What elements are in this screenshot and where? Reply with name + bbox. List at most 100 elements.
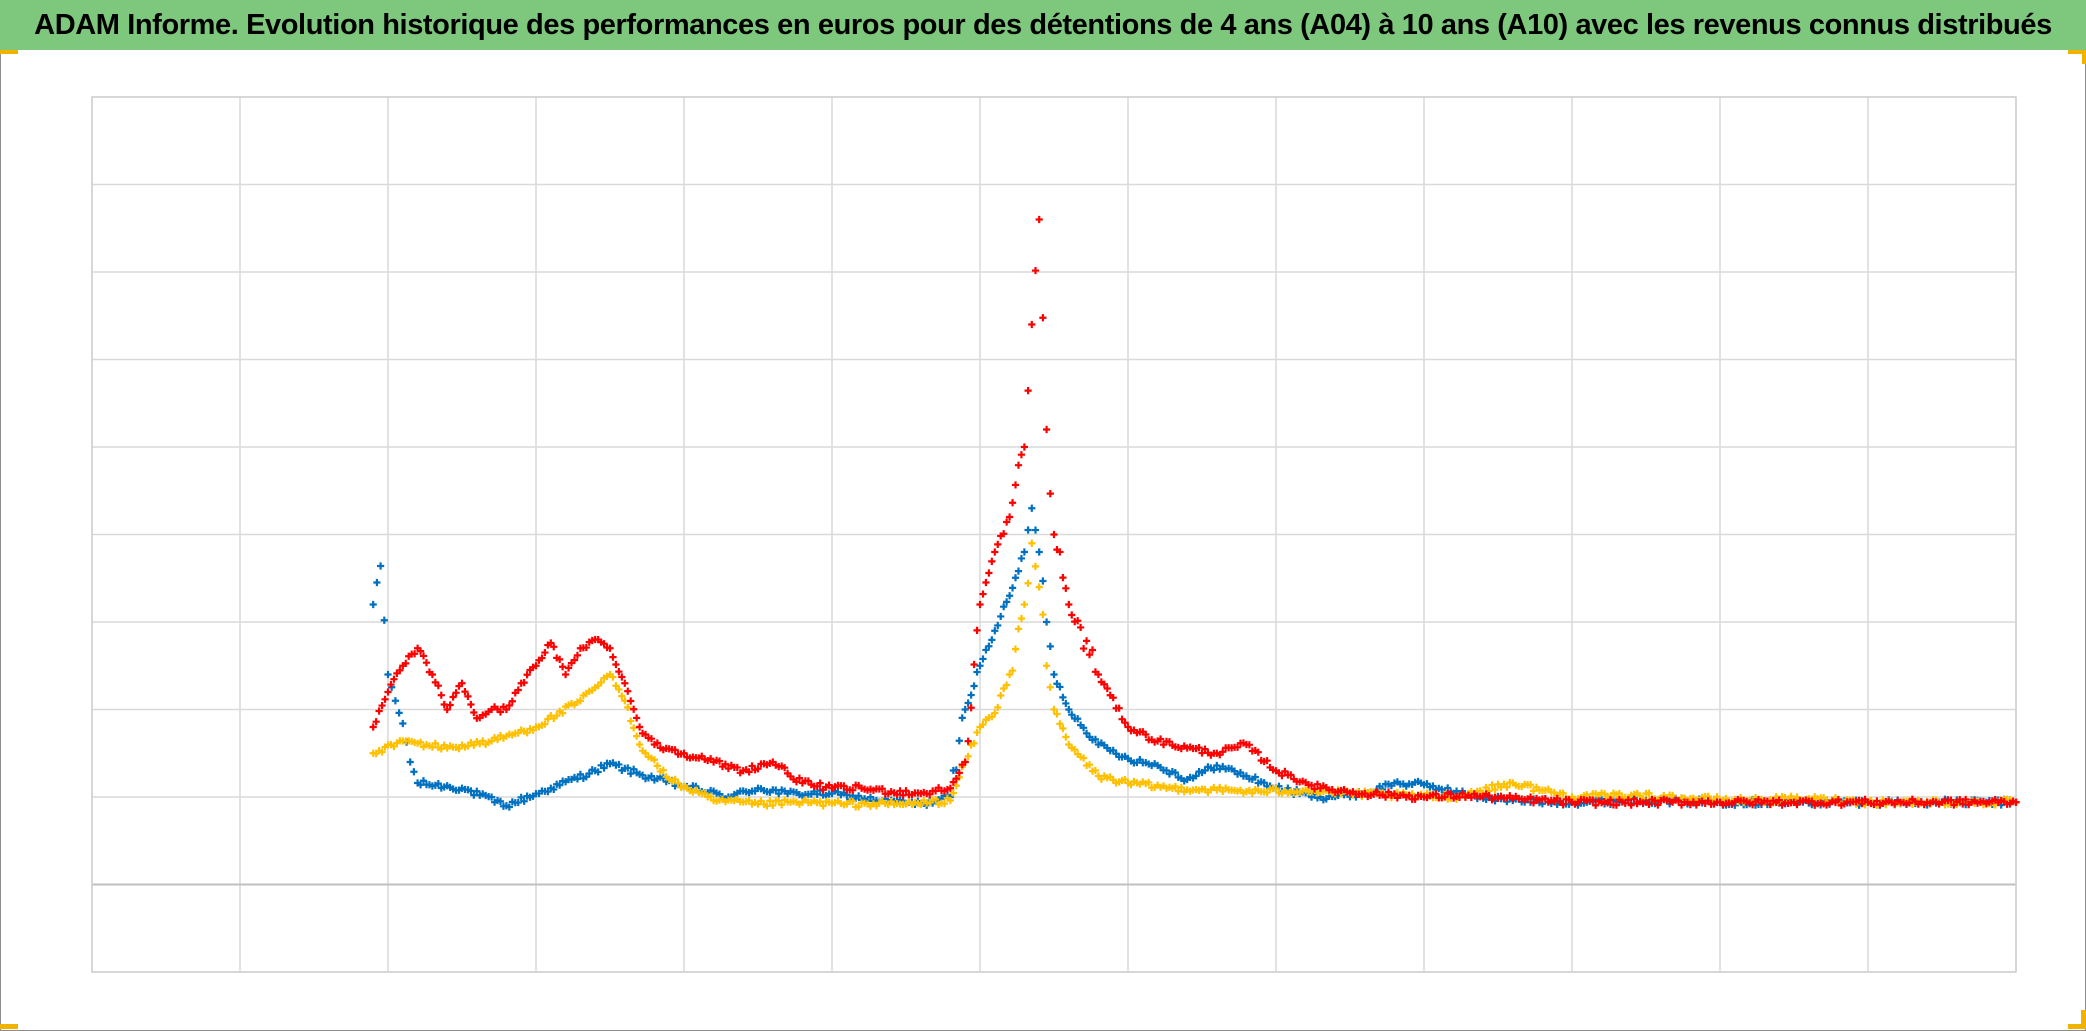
interpolated-marker <box>395 709 403 717</box>
data-point <box>1035 583 1043 591</box>
interpolated-marker <box>493 735 502 744</box>
interpolated-marker <box>1014 625 1023 633</box>
interpolated-marker <box>748 762 756 770</box>
interpolated-marker <box>970 660 978 669</box>
interpolated-marker <box>1674 797 1683 805</box>
interpolated-marker <box>917 800 925 809</box>
interpolated-marker <box>1503 783 1511 791</box>
interpolated-marker <box>1011 574 1020 582</box>
interpolated-marker <box>1411 795 1419 803</box>
resize-handle-bottom-right-side[interactable] <box>2081 1010 2086 1029</box>
interpolated-marker <box>627 697 635 705</box>
data-point <box>976 662 984 670</box>
series-layer <box>369 215 2020 811</box>
interpolated-marker <box>1080 724 1088 732</box>
interpolated-marker <box>550 643 558 651</box>
interpolated-marker <box>1627 801 1635 809</box>
interpolated-marker <box>979 655 987 663</box>
interpolated-marker <box>1091 766 1100 775</box>
interpolated-marker <box>1654 801 1662 809</box>
interpolated-marker <box>1766 800 1774 809</box>
interpolated-marker <box>594 768 602 776</box>
interpolated-marker <box>967 691 975 699</box>
data-point <box>369 723 377 731</box>
resize-handle-bottom-left[interactable] <box>0 1024 18 1029</box>
interpolated-marker <box>1529 799 1538 807</box>
resize-handle-top-left-side[interactable] <box>0 50 4 54</box>
resize-handle-bottom-right[interactable] <box>2068 1024 2086 1029</box>
interpolated-marker <box>446 701 454 709</box>
interpolated-marker <box>745 768 753 776</box>
interpolated-marker <box>1000 530 1008 538</box>
interpolated-marker <box>431 739 439 747</box>
interpolated-marker <box>1606 796 1615 804</box>
interpolated-marker <box>419 777 428 785</box>
data-point <box>547 639 555 647</box>
interpolated-marker <box>781 764 789 772</box>
interpolated-marker <box>520 797 528 805</box>
interpolated-marker <box>671 775 679 783</box>
interpolated-marker <box>1233 743 1242 751</box>
interpolated-marker <box>1458 789 1467 797</box>
interpolated-marker <box>964 737 972 745</box>
interpolated-marker <box>1008 499 1017 507</box>
interpolated-marker <box>1011 481 1020 489</box>
interpolated-marker <box>1219 748 1227 756</box>
interpolated-marker <box>1059 693 1067 701</box>
interpolated-marker <box>411 650 419 658</box>
interpolated-marker <box>982 646 990 654</box>
interpolated-marker <box>878 785 886 793</box>
data-point <box>458 679 466 687</box>
interpolated-marker <box>1808 797 1816 805</box>
interpolated-marker <box>381 695 389 703</box>
data-point <box>399 719 407 728</box>
interpolated-marker <box>496 797 505 805</box>
interpolated-marker <box>804 777 812 785</box>
interpolated-marker <box>1074 617 1082 625</box>
interpolated-marker <box>985 569 993 577</box>
interpolated-marker <box>1962 795 1970 804</box>
interpolated-marker <box>1432 790 1440 798</box>
interpolated-marker <box>1405 791 1413 800</box>
interpolated-marker <box>612 660 620 669</box>
interpolated-marker <box>1669 791 1677 800</box>
interpolated-marker <box>387 680 395 689</box>
interpolated-marker <box>559 709 567 717</box>
interpolated-marker <box>979 720 987 729</box>
interpolated-marker <box>1142 730 1150 739</box>
interpolated-marker <box>597 678 605 686</box>
interpolated-marker <box>505 701 513 710</box>
interpolated-marker <box>1068 711 1076 719</box>
interpolated-marker <box>1062 699 1070 708</box>
interpolated-marker <box>659 766 667 774</box>
interpolated-marker <box>707 792 715 800</box>
interpolated-marker <box>1307 781 1316 789</box>
interpolated-marker <box>1053 710 1061 718</box>
interpolated-marker <box>449 693 457 701</box>
interpolated-marker <box>396 666 404 675</box>
interpolated-marker <box>514 798 522 807</box>
interpolated-marker <box>1039 314 1047 322</box>
interpolated-marker <box>1056 548 1064 556</box>
interpolated-marker <box>958 714 966 722</box>
interpolated-marker <box>1003 598 1011 606</box>
resize-handle-top-left[interactable] <box>0 50 18 54</box>
interpolated-marker <box>795 774 804 782</box>
interpolated-marker <box>600 640 608 648</box>
interpolated-marker <box>650 756 658 764</box>
interpolated-marker <box>1088 646 1097 654</box>
interpolated-marker <box>1062 584 1070 592</box>
data-point <box>2012 798 2020 806</box>
interpolated-marker <box>769 801 777 810</box>
interpolated-marker <box>816 779 824 787</box>
resize-handle-top-right-side[interactable] <box>2082 50 2086 64</box>
interpolated-marker <box>1195 744 1203 752</box>
interpolated-marker <box>994 621 1002 630</box>
data-point <box>636 740 644 749</box>
interpolated-marker <box>1905 799 1914 807</box>
interpolated-marker <box>1068 611 1076 619</box>
data-point <box>1020 600 1028 609</box>
interpolated-marker <box>600 764 608 772</box>
resize-handle-top-right[interactable] <box>2068 50 2086 54</box>
interpolated-marker <box>988 557 996 565</box>
